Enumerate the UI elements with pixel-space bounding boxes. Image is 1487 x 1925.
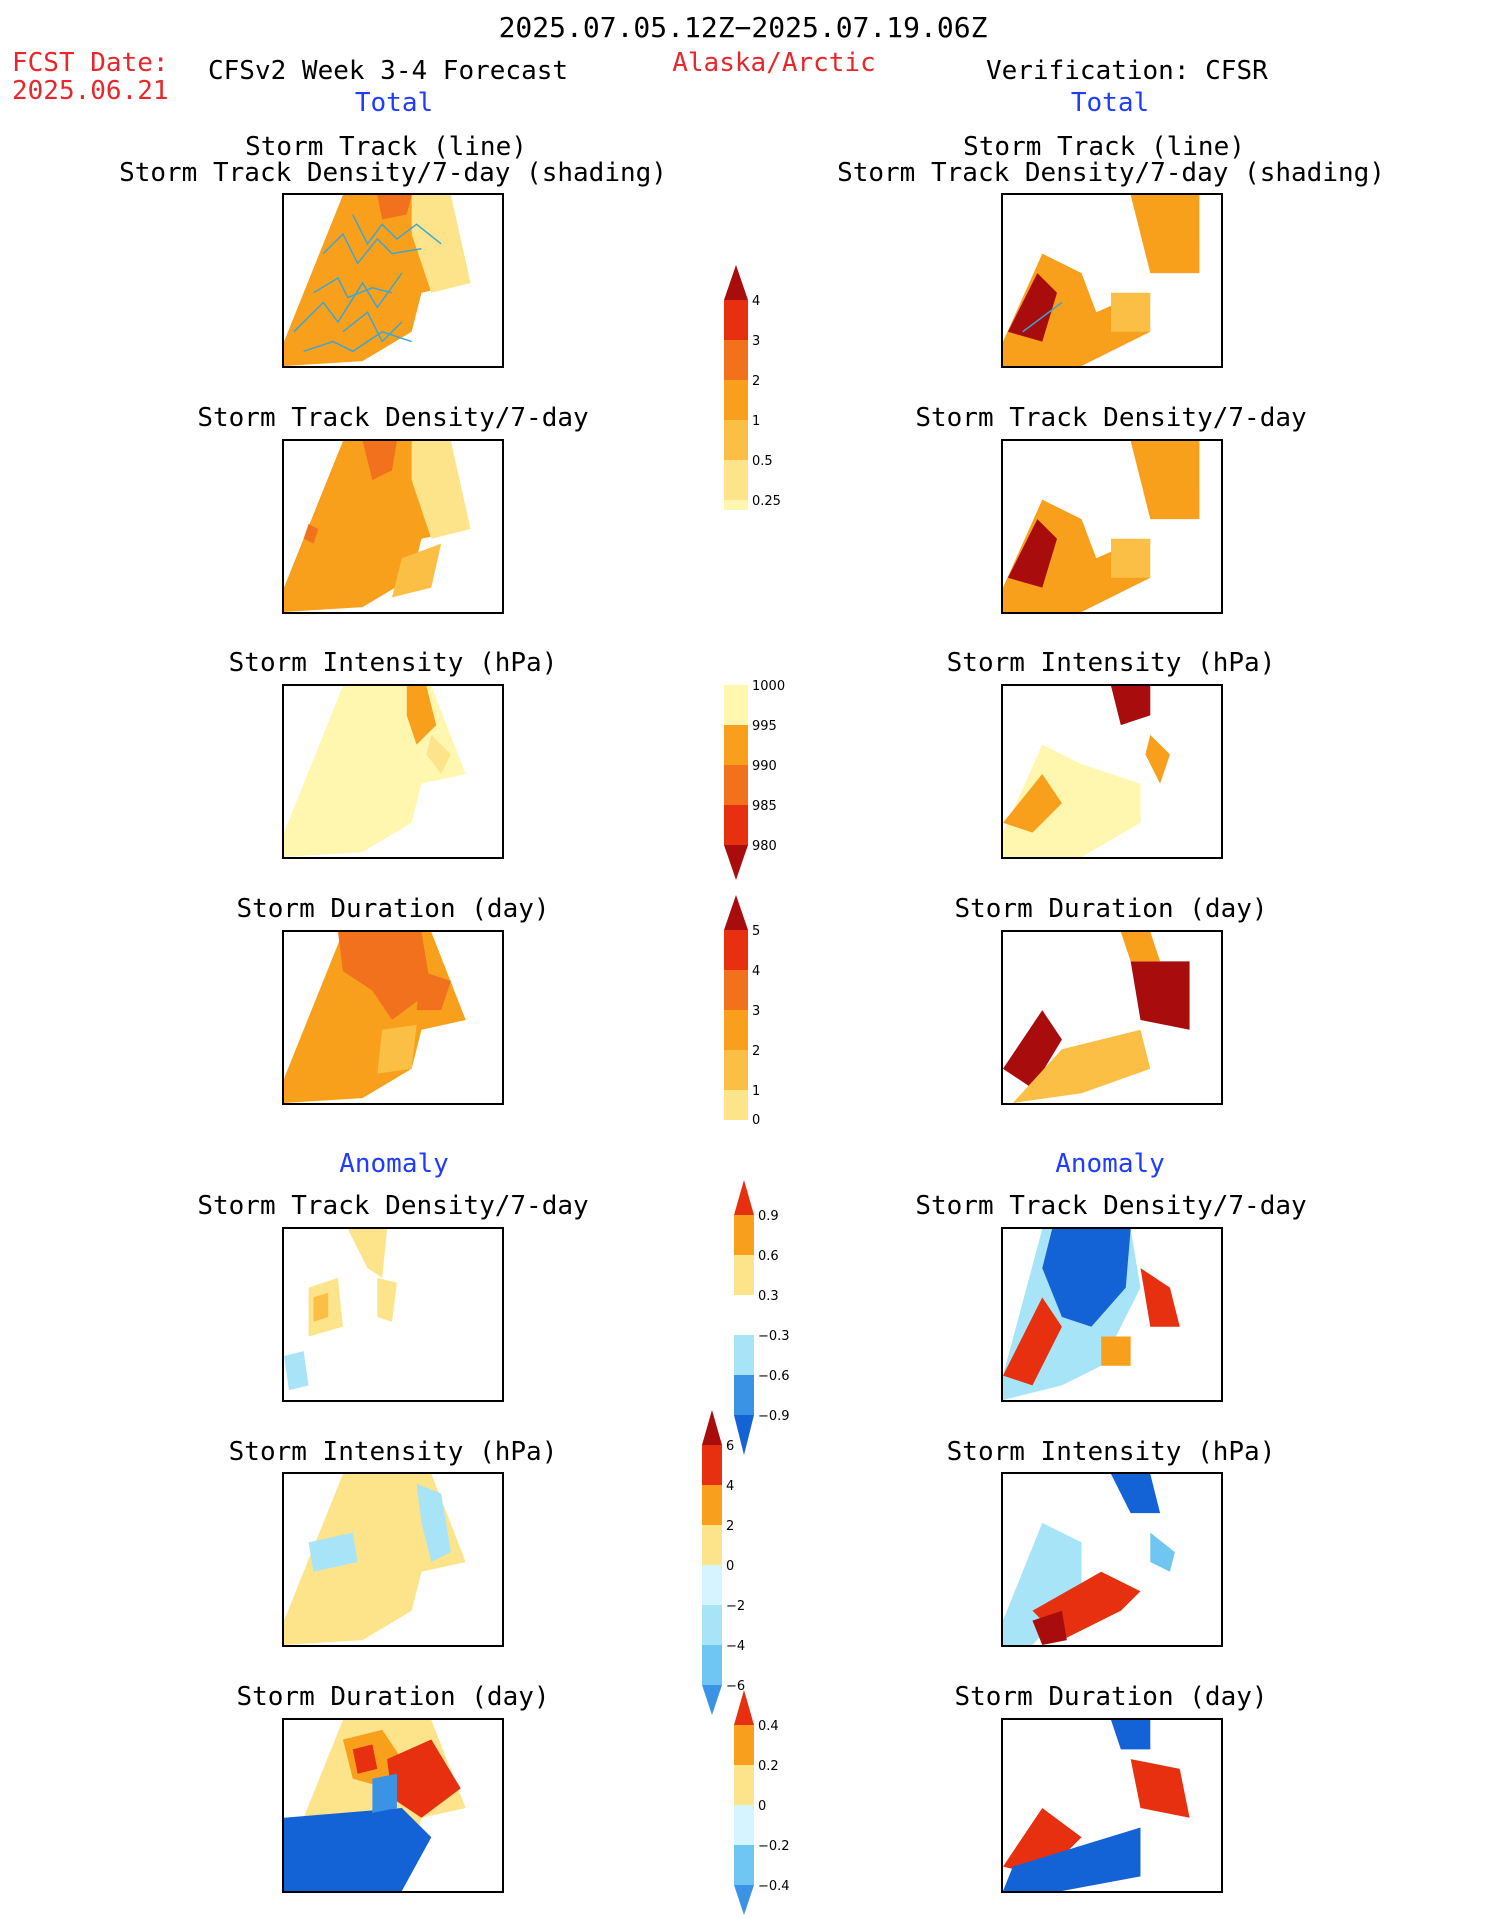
colorbar-density: 4 3 2 1 0.5 0.25 [724, 265, 794, 549]
right-anomaly-label: Anomaly [1055, 1149, 1165, 1179]
colorbar-density-label-2: 2 [752, 374, 760, 389]
colorbar-intensity-anom-label-1: 4 [726, 1479, 734, 1494]
colorbar-density-anom-label-4: −0.6 [758, 1369, 790, 1384]
map-verif-density [1001, 439, 1223, 614]
l-intensity-title: Storm Intensity (hPa) [228, 648, 558, 678]
r-track-shading-title: Storm Track Density/7-day (shading) [837, 158, 1385, 188]
colorbar-intensity-label-4: 980 [752, 839, 777, 854]
map-verif-track [1001, 193, 1223, 368]
colorbar-duration: 5 4 3 2 1 0 [724, 895, 794, 1149]
map-forecast-duration-anomaly [282, 1718, 504, 1893]
colorbar-duration-label-0: 5 [752, 924, 760, 939]
colorbar-intensity: 1000 995 990 985 980 [724, 679, 794, 894]
left-anomaly-label: Anomaly [339, 1149, 449, 1179]
period-title: 2025.07.05.12Z−2025.07.19.06Z [498, 11, 988, 44]
colorbar-intensity-anom-label-3: 0 [726, 1559, 734, 1574]
colorbar-duration-label-5: 0 [752, 1113, 760, 1128]
colorbar-density-anomaly: 0.9 0.6 0.3 −0.3 −0.6 −0.9 [734, 1180, 804, 1464]
map-verif-density-anomaly [1001, 1227, 1223, 1402]
colorbar-intensity-anom-label-2: 2 [726, 1519, 734, 1534]
left-title: CFSv2 Week 3-4 Forecast [208, 56, 569, 86]
colorbar-density-label-1: 3 [752, 334, 760, 349]
l-anom-intensity-title: Storm Intensity (hPa) [228, 1437, 558, 1467]
l-track-line-title: Storm Track (line) [245, 132, 527, 162]
colorbar-intensity-anom-label-6: −6 [726, 1679, 745, 1694]
colorbar-density-label-4: 0.5 [752, 454, 773, 469]
colorbar-duration-label-2: 3 [752, 1004, 760, 1019]
map-forecast-density [282, 439, 504, 614]
r-anom-density-title: Storm Track Density/7-day [915, 1191, 1307, 1221]
left-total-label: Total [354, 88, 434, 118]
colorbar-density-anom-label-2: 0.3 [758, 1289, 779, 1304]
colorbar-duration-anom-label-3: −0.2 [758, 1839, 790, 1854]
r-duration-title: Storm Duration (day) [954, 894, 1268, 924]
colorbar-density-label-5: 0.25 [752, 494, 781, 509]
colorbar-intensity-anom-label-0: 6 [726, 1439, 734, 1454]
l-anom-density-title: Storm Track Density/7-day [197, 1191, 589, 1221]
colorbar-intensity-anomaly: 6 4 2 0 −2 −4 −6 [702, 1410, 772, 1724]
colorbar-duration-anomaly: 0.4 0.2 0 −0.2 −0.4 [734, 1690, 804, 1924]
colorbar-density-label-3: 1 [752, 414, 760, 429]
fcst-date-label: FCST Date: [12, 48, 169, 78]
map-forecast-intensity [282, 684, 504, 859]
right-title: Verification: CFSR [986, 56, 1268, 86]
colorbar-duration-anom-label-0: 0.4 [758, 1719, 779, 1734]
colorbar-duration-label-4: 1 [752, 1084, 760, 1099]
colorbar-density-anom-label-3: −0.3 [758, 1329, 790, 1344]
r-intensity-title: Storm Intensity (hPa) [946, 648, 1276, 678]
map-forecast-intensity-anomaly [282, 1472, 504, 1647]
r-anom-intensity-title: Storm Intensity (hPa) [946, 1437, 1276, 1467]
r-track-line-title: Storm Track (line) [963, 132, 1245, 162]
colorbar-duration-anom-label-4: −0.4 [758, 1879, 790, 1894]
colorbar-density-anom-label-1: 0.6 [758, 1249, 779, 1264]
colorbar-intensity-label-3: 985 [752, 799, 777, 814]
r-anom-duration-title: Storm Duration (day) [954, 1682, 1268, 1712]
colorbar-duration-anom-label-2: 0 [758, 1799, 766, 1814]
colorbar-intensity-label-2: 990 [752, 759, 777, 774]
colorbar-intensity-label-0: 1000 [752, 679, 785, 694]
r-density-title: Storm Track Density/7-day [915, 403, 1307, 433]
l-track-shading-title: Storm Track Density/7-day (shading) [119, 158, 667, 188]
colorbar-duration-anom-label-1: 0.2 [758, 1759, 779, 1774]
colorbar-duration-label-3: 2 [752, 1044, 760, 1059]
right-total-label: Total [1070, 88, 1150, 118]
map-forecast-density-anomaly [282, 1227, 504, 1402]
colorbar-intensity-anom-label-4: −2 [726, 1599, 745, 1614]
colorbar-density-label-0: 4 [752, 294, 760, 309]
l-duration-title: Storm Duration (day) [236, 894, 550, 924]
colorbar-density-anom-label-5: −0.9 [758, 1409, 790, 1424]
colorbar-intensity-label-1: 995 [752, 719, 777, 734]
map-verif-intensity-anomaly [1001, 1472, 1223, 1647]
map-verif-intensity [1001, 684, 1223, 859]
l-anom-duration-title: Storm Duration (day) [236, 1682, 550, 1712]
map-verif-duration-anomaly [1001, 1718, 1223, 1893]
map-verif-duration [1001, 930, 1223, 1105]
map-forecast-duration [282, 930, 504, 1105]
map-forecast-track [282, 193, 504, 368]
region-label: Alaska/Arctic [672, 48, 876, 78]
colorbar-density-anom-label-0: 0.9 [758, 1209, 779, 1224]
colorbar-duration-label-1: 4 [752, 964, 760, 979]
fcst-date-value: 2025.06.21 [12, 76, 169, 106]
colorbar-intensity-anom-label-5: −4 [726, 1639, 745, 1654]
l-density-title: Storm Track Density/7-day [197, 403, 589, 433]
